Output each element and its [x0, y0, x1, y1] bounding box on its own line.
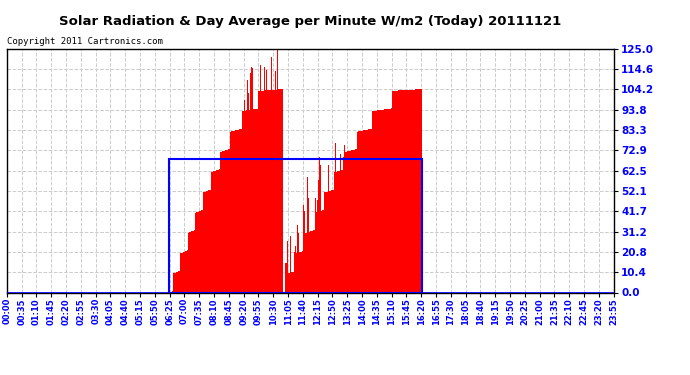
Text: Solar Radiation & Day Average per Minute W/m2 (Today) 20111121: Solar Radiation & Day Average per Minute…	[59, 15, 562, 28]
Text: Copyright 2011 Cartronics.com: Copyright 2011 Cartronics.com	[7, 38, 163, 46]
Bar	[169, 159, 422, 292]
